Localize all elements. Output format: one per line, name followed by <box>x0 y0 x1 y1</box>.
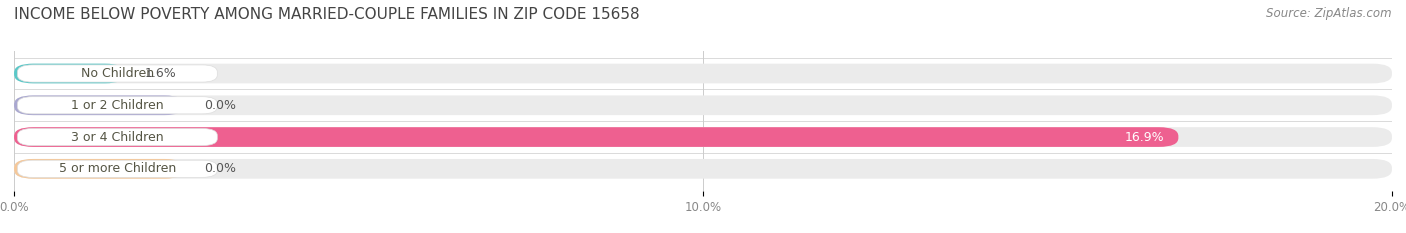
Text: 0.0%: 0.0% <box>204 162 236 175</box>
FancyBboxPatch shape <box>17 160 218 177</box>
FancyBboxPatch shape <box>14 159 184 179</box>
Text: Source: ZipAtlas.com: Source: ZipAtlas.com <box>1267 7 1392 20</box>
FancyBboxPatch shape <box>14 64 124 83</box>
FancyBboxPatch shape <box>17 128 218 146</box>
Text: 5 or more Children: 5 or more Children <box>59 162 176 175</box>
FancyBboxPatch shape <box>14 64 1392 83</box>
Text: 1.6%: 1.6% <box>145 67 177 80</box>
FancyBboxPatch shape <box>17 97 218 114</box>
Text: No Children: No Children <box>80 67 155 80</box>
FancyBboxPatch shape <box>14 127 1392 147</box>
FancyBboxPatch shape <box>17 65 218 82</box>
Text: 0.0%: 0.0% <box>204 99 236 112</box>
FancyBboxPatch shape <box>14 127 1178 147</box>
Text: INCOME BELOW POVERTY AMONG MARRIED-COUPLE FAMILIES IN ZIP CODE 15658: INCOME BELOW POVERTY AMONG MARRIED-COUPL… <box>14 7 640 22</box>
Text: 1 or 2 Children: 1 or 2 Children <box>72 99 163 112</box>
FancyBboxPatch shape <box>14 96 184 115</box>
FancyBboxPatch shape <box>14 159 1392 179</box>
Text: 3 or 4 Children: 3 or 4 Children <box>72 130 163 144</box>
FancyBboxPatch shape <box>14 96 1392 115</box>
Text: 16.9%: 16.9% <box>1125 130 1164 144</box>
